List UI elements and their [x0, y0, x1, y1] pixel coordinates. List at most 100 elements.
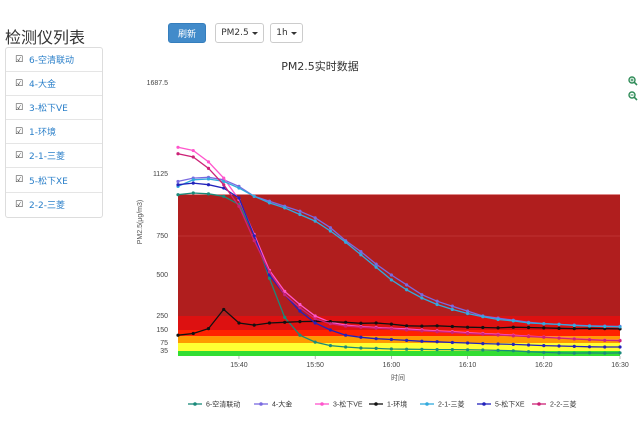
data-point — [237, 202, 241, 207]
data-point — [557, 322, 561, 326]
y-tick-label: 150 — [156, 327, 168, 334]
legend-item[interactable]: 4-大金 — [254, 400, 292, 409]
checkbox-icon[interactable]: ☑ — [15, 199, 24, 210]
sidebar-item-6[interactable]: ☑ 6-空清联动 — [6, 48, 102, 73]
data-point — [206, 160, 211, 164]
data-point — [557, 322, 561, 326]
data-point — [587, 351, 592, 355]
data-point — [542, 335, 546, 339]
sidebar-item-label: 2-1-三菱 — [29, 152, 65, 163]
refresh-button[interactable]: 刷新 — [168, 23, 206, 43]
data-point — [252, 194, 256, 198]
data-point — [359, 335, 363, 339]
data-point — [435, 348, 439, 352]
data-point — [344, 333, 348, 337]
data-point — [359, 253, 363, 257]
x-tick-label: 16:30 — [611, 362, 629, 369]
x-tick-label: 16:20 — [535, 362, 553, 369]
data-point — [374, 321, 378, 325]
sidebar-item-2-1[interactable]: ☑ 2-1-三菱 — [6, 144, 102, 169]
data-point — [450, 330, 454, 335]
data-point — [603, 338, 607, 342]
data-point — [328, 229, 333, 233]
checkbox-icon[interactable]: ☑ — [15, 78, 24, 89]
data-point — [496, 326, 500, 330]
data-point — [420, 347, 424, 351]
data-point — [405, 347, 409, 351]
data-point — [283, 289, 287, 293]
data-point — [465, 341, 470, 345]
data-point — [389, 327, 393, 331]
legend-item[interactable]: 5-松下XE — [477, 400, 525, 409]
aqi-band — [178, 351, 620, 356]
series-line — [177, 178, 621, 328]
checkbox-icon[interactable]: ☑ — [15, 150, 24, 161]
data-point — [465, 348, 470, 352]
data-point — [572, 351, 576, 355]
sidebar-item-2-2[interactable]: ☑ 2-2-三菱 — [6, 193, 102, 217]
data-point — [237, 204, 241, 208]
data-point — [511, 333, 515, 337]
checkbox-icon[interactable]: ☑ — [15, 175, 24, 186]
metric-dropdown[interactable]: PM2.5 — [215, 23, 264, 43]
data-point — [496, 332, 500, 336]
legend-item[interactable]: 6-空清联动 — [188, 400, 240, 409]
data-point — [618, 345, 622, 349]
data-point — [328, 322, 333, 326]
data-point — [526, 334, 531, 338]
series-line — [177, 176, 621, 328]
legend-item[interactable]: 2-2-三菱 — [532, 400, 576, 409]
sidebar-item-5[interactable]: ☑ 5-松下XE — [6, 168, 102, 193]
data-point — [313, 319, 317, 323]
zoom-in-icon[interactable] — [628, 76, 638, 86]
data-point — [313, 219, 317, 223]
interval-dropdown[interactable]: 1h — [270, 23, 303, 43]
data-point — [618, 351, 622, 355]
legend-label: 3-松下VE — [333, 400, 363, 409]
data-point — [603, 324, 607, 329]
data-point — [328, 320, 333, 324]
data-point — [267, 273, 272, 277]
data-point — [481, 348, 485, 352]
data-point — [450, 304, 454, 308]
x-axis-label: 时间 — [391, 373, 405, 382]
sidebar-item-4[interactable]: ☑ 4-大金 — [6, 72, 102, 97]
checkbox-icon[interactable]: ☑ — [15, 126, 24, 137]
data-point — [252, 323, 256, 327]
zoom-out-icon[interactable] — [628, 91, 638, 101]
y-tick-label: 750 — [156, 233, 168, 240]
legend-item[interactable]: 2-1-三菱 — [420, 400, 464, 409]
data-point — [587, 338, 592, 342]
data-point — [298, 333, 302, 337]
data-point — [557, 326, 561, 330]
checkbox-icon[interactable]: ☑ — [15, 54, 24, 65]
data-point — [587, 326, 592, 330]
data-point — [191, 178, 195, 182]
data-point — [435, 299, 439, 303]
data-point — [206, 177, 211, 181]
data-point — [511, 349, 515, 353]
data-point — [557, 344, 561, 348]
sidebar-item-1[interactable]: ☑ 1-环境 — [6, 120, 102, 145]
checkbox-icon[interactable]: ☑ — [15, 102, 24, 113]
data-point — [206, 175, 211, 179]
data-point — [252, 232, 256, 236]
sidebar-item-label: 2-2-三菱 — [29, 201, 65, 212]
sidebar-item-3[interactable]: ☑ 3-松下VE — [6, 96, 102, 121]
data-point — [603, 351, 607, 355]
series-line — [177, 308, 621, 336]
data-point — [420, 324, 424, 328]
data-point — [359, 250, 363, 254]
data-point — [237, 321, 241, 325]
data-point — [283, 206, 287, 210]
data-point — [572, 323, 576, 327]
data-point — [405, 327, 409, 331]
data-point — [206, 166, 211, 170]
aqi-band — [178, 330, 620, 337]
data-point — [344, 345, 348, 349]
data-point — [237, 196, 241, 200]
legend-label: 5-松下XE — [495, 400, 525, 409]
legend-item[interactable]: 1-环境 — [369, 400, 407, 409]
legend-item[interactable]: 3-松下VE — [315, 400, 363, 409]
data-point — [298, 209, 302, 213]
